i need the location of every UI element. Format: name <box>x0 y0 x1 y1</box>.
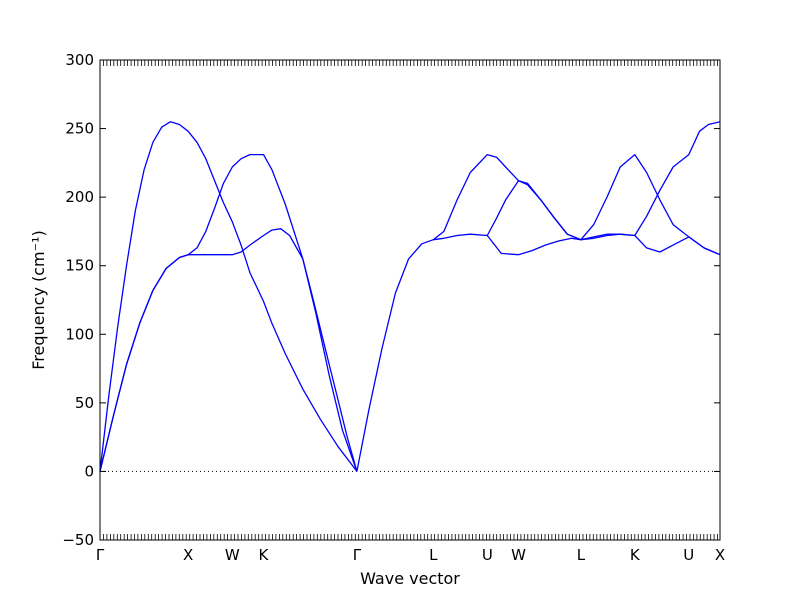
x-tick-label: K <box>630 546 641 564</box>
x-tick-label: W <box>511 546 526 564</box>
x-tick-label: U <box>482 546 493 564</box>
band-line-3 <box>99 228 358 472</box>
y-tick-label: 50 <box>75 394 94 412</box>
plot-frame <box>99 59 721 541</box>
minor-ticks-layer <box>99 60 718 540</box>
y-tick-label: 100 <box>65 325 94 343</box>
x-tick-label: W <box>225 546 240 564</box>
x-tick-label: Γ <box>96 546 105 564</box>
x-tick-label: L <box>577 546 586 564</box>
y-axis-ticks: −50 0 50 100 150 200 250 300 <box>62 51 720 549</box>
y-axis-title: Frequency (cm⁻¹) <box>29 230 48 369</box>
x-tick-label: X <box>183 546 193 564</box>
band-line-4 <box>356 233 721 472</box>
x-tick-label: K <box>259 546 270 564</box>
band-line-6 <box>486 121 721 241</box>
series-layer <box>99 121 721 472</box>
x-tick-label: U <box>683 546 694 564</box>
y-tick-label: 250 <box>65 120 94 138</box>
band-line-1 <box>99 121 358 472</box>
x-tick-label: X <box>715 546 725 564</box>
y-tick-label: 200 <box>65 188 94 206</box>
x-tick-label: L <box>429 546 438 564</box>
y-tick-label: 150 <box>65 257 94 275</box>
minor-tick-marks <box>99 60 718 540</box>
y-tick-label: 0 <box>84 462 94 480</box>
x-axis-title: Wave vector <box>360 569 460 588</box>
y-tick-label: 300 <box>65 51 94 69</box>
band-line-2 <box>99 153 358 472</box>
y-tick-label: −50 <box>62 531 94 549</box>
x-tick-label: Γ <box>353 546 362 564</box>
